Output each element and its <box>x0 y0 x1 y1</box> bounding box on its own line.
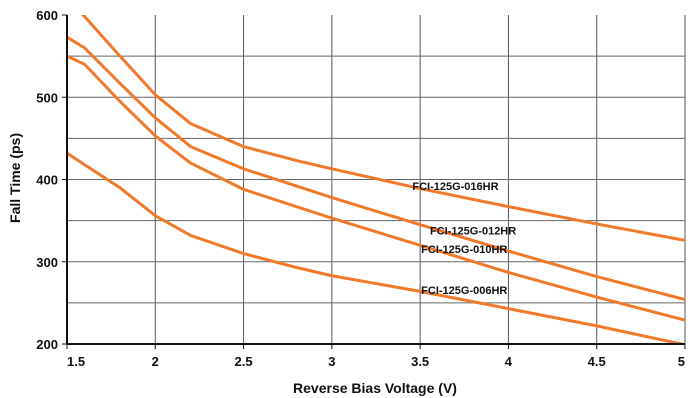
annotation-layer: FCI-125G-016HR FCI-125G-012HR FCI-125G-010… <box>412 181 516 297</box>
series-label-4: FCI-125G-006HR <box>421 285 507 297</box>
series-line-2 <box>67 35 685 302</box>
axis-layer: 1.5 2 2.5 3 3.5 4 4.5 5 200 300 400 500 600 <box>36 8 686 369</box>
y-axis-label: Fall Time (ps) <box>7 133 23 223</box>
series-layer <box>67 15 685 344</box>
x-tick-label: 3 <box>328 354 335 369</box>
y-tick-label: 500 <box>36 90 58 105</box>
x-axis-label: Reverse Bias Voltage (V) <box>293 380 457 396</box>
x-tick-label: 1.5 <box>67 354 85 369</box>
series-label-1: FCI-125G-016HR <box>412 181 498 193</box>
series-label-2: FCI-125G-012HR <box>430 226 516 238</box>
y-tick-label: 300 <box>36 255 58 270</box>
x-tick-label: 2 <box>152 354 159 369</box>
x-tick-label: 4 <box>505 354 513 369</box>
y-tick-label: 600 <box>36 8 58 23</box>
series-label-3: FCI-125G-010HR <box>421 244 507 256</box>
x-tick-label: 2.5 <box>235 354 253 369</box>
series-line-4 <box>67 151 685 344</box>
series-line-3 <box>67 54 685 322</box>
y-tick-label: 200 <box>36 337 58 352</box>
y-tick-label: 400 <box>36 173 58 188</box>
series-line-1 <box>80 15 685 242</box>
x-tick-label: 4.5 <box>588 354 606 369</box>
x-tick-label: 5 <box>678 354 685 369</box>
x-tick-label: 3.5 <box>411 354 429 369</box>
